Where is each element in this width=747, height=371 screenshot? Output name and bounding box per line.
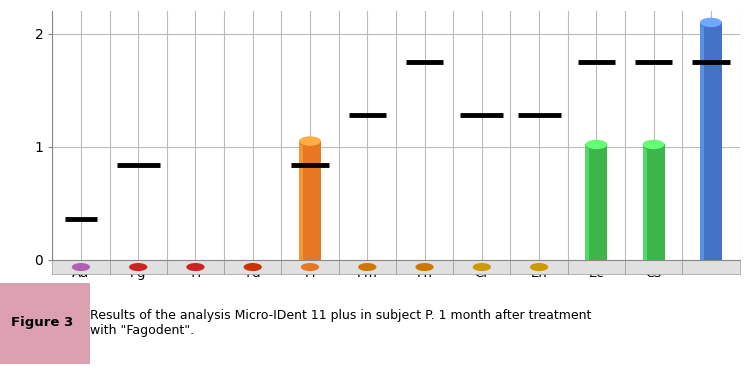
Bar	[586, 144, 589, 260]
Ellipse shape	[586, 141, 607, 150]
Ellipse shape	[244, 263, 262, 271]
Bar	[568, 260, 625, 275]
Ellipse shape	[530, 263, 548, 271]
Bar	[299, 141, 321, 260]
FancyBboxPatch shape	[0, 283, 90, 364]
Ellipse shape	[642, 140, 665, 149]
Ellipse shape	[473, 263, 491, 271]
Bar	[110, 260, 167, 275]
Ellipse shape	[415, 263, 434, 271]
Ellipse shape	[301, 263, 319, 271]
Bar	[625, 260, 682, 275]
Ellipse shape	[700, 18, 722, 27]
Bar	[52, 260, 110, 275]
Ellipse shape	[586, 140, 607, 149]
Bar	[453, 260, 510, 275]
Text: Results of the analysis Micro-IDent 11 plus in subject P. 1 month after treatmen: Results of the analysis Micro-IDent 11 p…	[90, 309, 591, 337]
Text: Figure 3: Figure 3	[11, 316, 74, 329]
Bar	[282, 260, 338, 275]
Ellipse shape	[299, 136, 321, 146]
Bar	[224, 260, 282, 275]
Ellipse shape	[358, 263, 376, 271]
Bar	[642, 144, 665, 260]
Ellipse shape	[186, 263, 205, 271]
Bar	[396, 260, 453, 275]
Bar	[586, 144, 607, 260]
Ellipse shape	[642, 141, 665, 150]
Bar	[682, 260, 740, 275]
Ellipse shape	[129, 263, 147, 271]
Bar	[510, 260, 568, 275]
Bar	[167, 260, 224, 275]
Bar	[338, 260, 396, 275]
Ellipse shape	[700, 19, 722, 28]
Ellipse shape	[299, 137, 321, 147]
Bar	[642, 144, 647, 260]
Bar	[299, 141, 303, 260]
Ellipse shape	[72, 263, 90, 271]
Bar	[700, 22, 704, 260]
Bar	[700, 22, 722, 260]
